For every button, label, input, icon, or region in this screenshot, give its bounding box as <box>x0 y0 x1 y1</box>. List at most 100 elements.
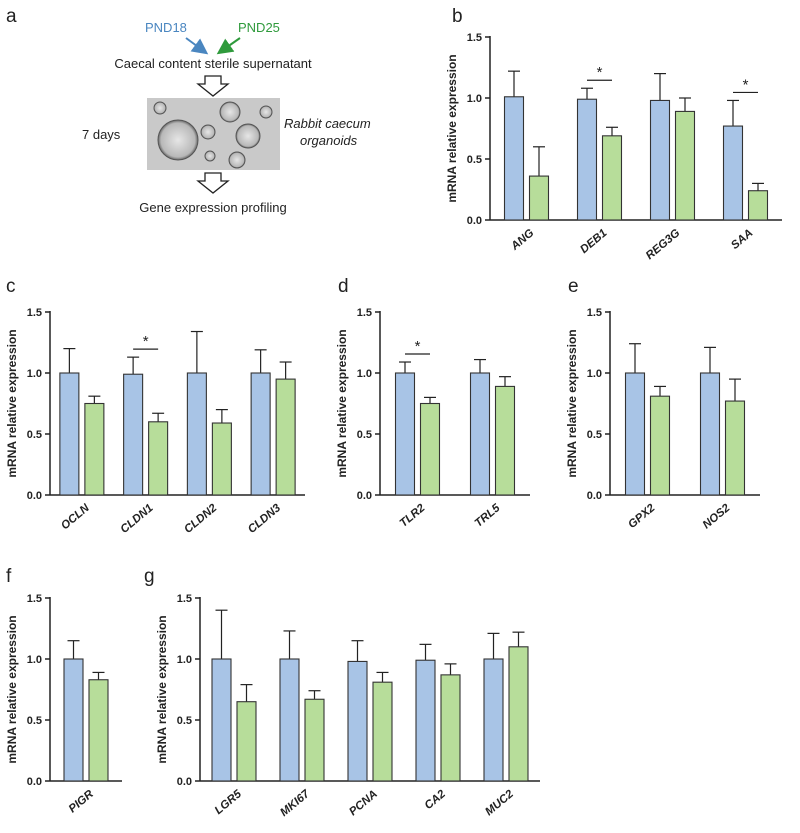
bar-deb1-pnd25 <box>601 135 623 221</box>
bar-mki67-pnd18 <box>279 658 300 782</box>
chart-f: 0.0 0.5 1.0 1.5 mRNA relative expression PIGR <box>5 593 122 815</box>
bar-ang-pnd18 <box>503 96 525 221</box>
panel-letter-f: f <box>6 566 12 587</box>
panel-letter-e: e <box>568 276 579 297</box>
y-tick-label: 0.5 <box>587 429 602 441</box>
down-arrow-2 <box>196 172 230 194</box>
category-label: MUC2 <box>483 788 516 819</box>
category-label: TLR2 <box>398 502 428 530</box>
panel-letter-c: c <box>6 276 16 297</box>
y-tick-label: 0.0 <box>177 776 192 788</box>
bar-ca2-pnd18 <box>415 659 436 782</box>
category-label: REG3G <box>644 227 683 262</box>
pnd25-label: PND25 <box>238 20 280 35</box>
pnd18-arrow <box>185 37 209 55</box>
significance-star: * <box>597 64 603 81</box>
y-axis-title: mRNA relative expression <box>335 329 349 477</box>
y-tick-label: 1.5 <box>177 593 192 605</box>
bar-saa-pnd25 <box>747 190 769 221</box>
category-label: NOS2 <box>701 502 733 532</box>
bar-ocln-pnd25 <box>84 402 105 496</box>
y-tick-label: 1.5 <box>467 32 482 44</box>
chart-e: 0.0 0.5 1.0 1.5 mRNA relative expression GPX2… <box>565 307 760 531</box>
y-tick-label: 1.5 <box>357 307 372 319</box>
bar-cldn2-pnd25 <box>211 422 232 496</box>
category-label: ANG <box>508 227 536 253</box>
y-tick-label: 0.0 <box>467 215 482 227</box>
y-tick-label: 1.0 <box>27 368 42 380</box>
y-tick-label: 0.0 <box>27 490 42 502</box>
bar-muc2-pnd18 <box>483 658 504 782</box>
significance-star: * <box>143 333 149 350</box>
y-tick-label: 1.0 <box>357 368 372 380</box>
significance-star: * <box>415 338 421 355</box>
bar-trl5-pnd25 <box>494 385 516 496</box>
category-label: TRL5 <box>473 502 503 530</box>
bar-gpx2-pnd18 <box>624 372 646 496</box>
bar-gpx2-pnd25 <box>649 395 671 496</box>
pnd18-label: PND18 <box>145 20 187 35</box>
bar-lgr5-pnd18 <box>211 658 232 782</box>
panel-letter-b: b <box>452 6 463 27</box>
y-axis-title: mRNA relative expression <box>5 329 19 477</box>
y-tick-label: 0.5 <box>27 715 42 727</box>
bar-saa-pnd18 <box>722 125 744 221</box>
category-label: CLDN3 <box>246 502 284 536</box>
category-label: SAA <box>729 227 755 252</box>
panel-letter-d: d <box>338 276 349 297</box>
bar-nos2-pnd25 <box>724 400 746 496</box>
y-tick-label: 1.0 <box>177 654 192 666</box>
bar-cldn3-pnd18 <box>250 372 271 496</box>
y-tick-label: 0.0 <box>587 490 602 502</box>
y-axis-title: mRNA relative expression <box>155 615 169 763</box>
duration-label: 7 days <box>82 127 121 142</box>
category-label: DEB1 <box>578 227 609 256</box>
organoid-label-line2: organoids <box>300 133 358 148</box>
bar-tlr2-pnd18 <box>394 372 416 496</box>
y-tick-label: 0.5 <box>467 154 482 166</box>
bar-muc2-pnd25 <box>508 646 529 782</box>
y-tick-label: 1.0 <box>27 654 42 666</box>
y-tick-label: 0.5 <box>27 429 42 441</box>
y-tick-label: 1.5 <box>27 593 42 605</box>
category-label: MKI67 <box>278 788 312 819</box>
y-axis-title: mRNA relative expression <box>5 615 19 763</box>
category-label: GPX2 <box>626 502 658 531</box>
category-label: LGR5 <box>213 788 245 817</box>
category-label: PCNA <box>347 788 380 818</box>
bar-nos2-pnd18 <box>699 372 721 496</box>
bar-lgr5-pnd25 <box>236 701 257 782</box>
y-axis-title: mRNA relative expression <box>445 54 459 202</box>
pnd25-arrow <box>216 37 241 55</box>
category-label: CA2 <box>423 788 449 812</box>
category-label: PIGR <box>67 788 97 816</box>
chart-g: 0.0 0.5 1.0 1.5 mRNA relative expression LGR5… <box>155 593 540 819</box>
category-label: CLDN2 <box>182 502 220 536</box>
bar-reg3g-pnd25 <box>674 110 696 221</box>
bar-cldn2-pnd18 <box>186 372 207 496</box>
significance-star: * <box>743 76 749 93</box>
category-label: CLDN1 <box>118 502 155 536</box>
y-tick-label: 0.5 <box>177 715 192 727</box>
y-axis-title: mRNA relative expression <box>565 329 579 477</box>
bar-trl5-pnd18 <box>469 372 491 496</box>
bar-tlr2-pnd25 <box>419 402 441 496</box>
bar-mki67-pnd25 <box>304 698 325 782</box>
chart-b: 0.0 0.5 1.0 1.5 mRNA relative expression ANG D… <box>445 32 782 262</box>
bar-pcna-pnd25 <box>372 681 393 782</box>
bar-ang-pnd25 <box>528 175 550 221</box>
y-tick-label: 0.0 <box>357 490 372 502</box>
y-tick-label: 0.0 <box>27 776 42 788</box>
schematic: PND18 PND25 Caecal content sterile super… <box>82 20 371 215</box>
bar-deb1-pnd18 <box>576 98 598 221</box>
organoid-label-line1: Rabbit caecum <box>284 116 371 131</box>
chart-d: 0.0 0.5 1.0 1.5 mRNA relative expression TLR2… <box>335 307 530 530</box>
y-tick-label: 1.5 <box>587 307 602 319</box>
profiling-label: Gene expression profiling <box>139 200 286 215</box>
bar-ocln-pnd18 <box>59 372 80 496</box>
organoid-micrograph <box>147 98 280 170</box>
chart-c: 0.0 0.5 1.0 1.5 mRNA relative expression OCLN… <box>5 307 305 536</box>
y-tick-label: 1.5 <box>27 307 42 319</box>
category-label: OCLN <box>59 502 92 533</box>
down-arrow-1 <box>196 75 230 97</box>
